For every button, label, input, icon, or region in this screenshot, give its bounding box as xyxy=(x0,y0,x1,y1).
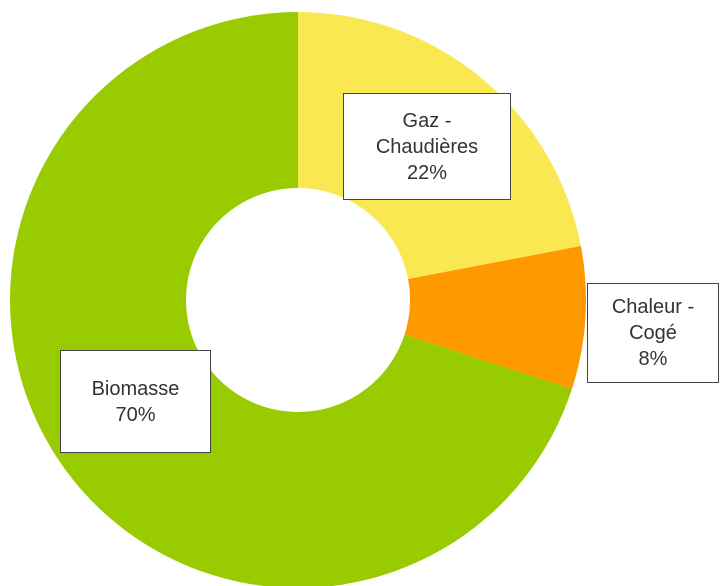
slice-label: Chaleur - Cogé 8% xyxy=(587,283,719,383)
category-label: Chaleur - Cogé xyxy=(611,296,695,344)
slice-label: Biomasse 70% xyxy=(60,350,211,453)
slice-label: Gaz - Chaudières 22% xyxy=(343,93,511,200)
category-label: Biomasse xyxy=(91,377,180,400)
value-label: 22% xyxy=(406,161,448,184)
category-label: Gaz - Chaudières xyxy=(375,109,479,158)
value-label: 70% xyxy=(115,403,156,426)
donut-slice xyxy=(404,246,587,389)
value-label: 8% xyxy=(638,348,668,370)
